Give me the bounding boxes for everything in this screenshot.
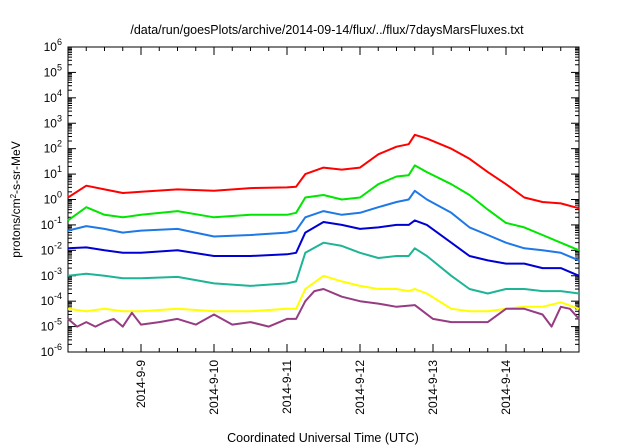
x-tick-label: 2014-9-14	[499, 360, 513, 415]
series-line-6	[67, 274, 580, 313]
y-tick-label: 10-3	[41, 266, 62, 283]
series-line-7	[67, 288, 580, 328]
x-tick-label: 2014-9-10	[207, 360, 221, 415]
y-tick-label: 10-1	[41, 215, 62, 232]
x-axis-label: Coordinated Universal Time (UTC)	[227, 431, 419, 445]
x-tick-label: 2014-9-9	[134, 360, 148, 408]
y-axis: 10-6 10-5 10-4 10-3 10-2 10-1 100 101 102 103 104 1…	[41, 37, 579, 359]
x-tick-label: 2014-9-11	[280, 360, 294, 414]
series-line-4	[67, 219, 580, 277]
chart-title: /data/run/goesPlots/archive/2014-09-14/f…	[130, 23, 524, 37]
y-tick-label: 100	[44, 190, 62, 207]
y-axis-label: protons/cm2-s-sr-MeV	[9, 141, 24, 257]
y-tick-label: 105	[44, 62, 62, 79]
y-tick-label: 10-6	[41, 342, 62, 359]
y-axis-label-rest: -s-sr-MeV	[9, 141, 23, 194]
x-tick-label: 2014-9-12	[353, 360, 367, 415]
y-tick-label: 101	[44, 164, 62, 181]
series-line-3	[67, 189, 580, 262]
y-tick-label: 10-4	[41, 291, 62, 308]
x-axis: 2014-9-9 2014-9-10 2014-9-11 2014-9-12 2014-…	[85, 47, 562, 415]
series-line-1	[67, 133, 580, 210]
y-tick-label: 102	[44, 139, 62, 156]
y-tick-label: 106	[44, 37, 62, 54]
x-tick-label: 2014-9-13	[426, 360, 440, 415]
y-tick-label: 103	[44, 113, 62, 130]
y-tick-label: 10-5	[41, 317, 62, 334]
series-layer	[67, 133, 580, 328]
y-tick-label: 104	[44, 88, 62, 105]
series-line-5	[67, 241, 580, 295]
y-axis-label-sup: 2	[9, 193, 18, 198]
series-line-2	[67, 164, 580, 252]
y-axis-label-base: protons/cm	[9, 198, 23, 257]
plot-frame	[67, 46, 580, 353]
y-tick-label: 10-2	[41, 240, 62, 257]
